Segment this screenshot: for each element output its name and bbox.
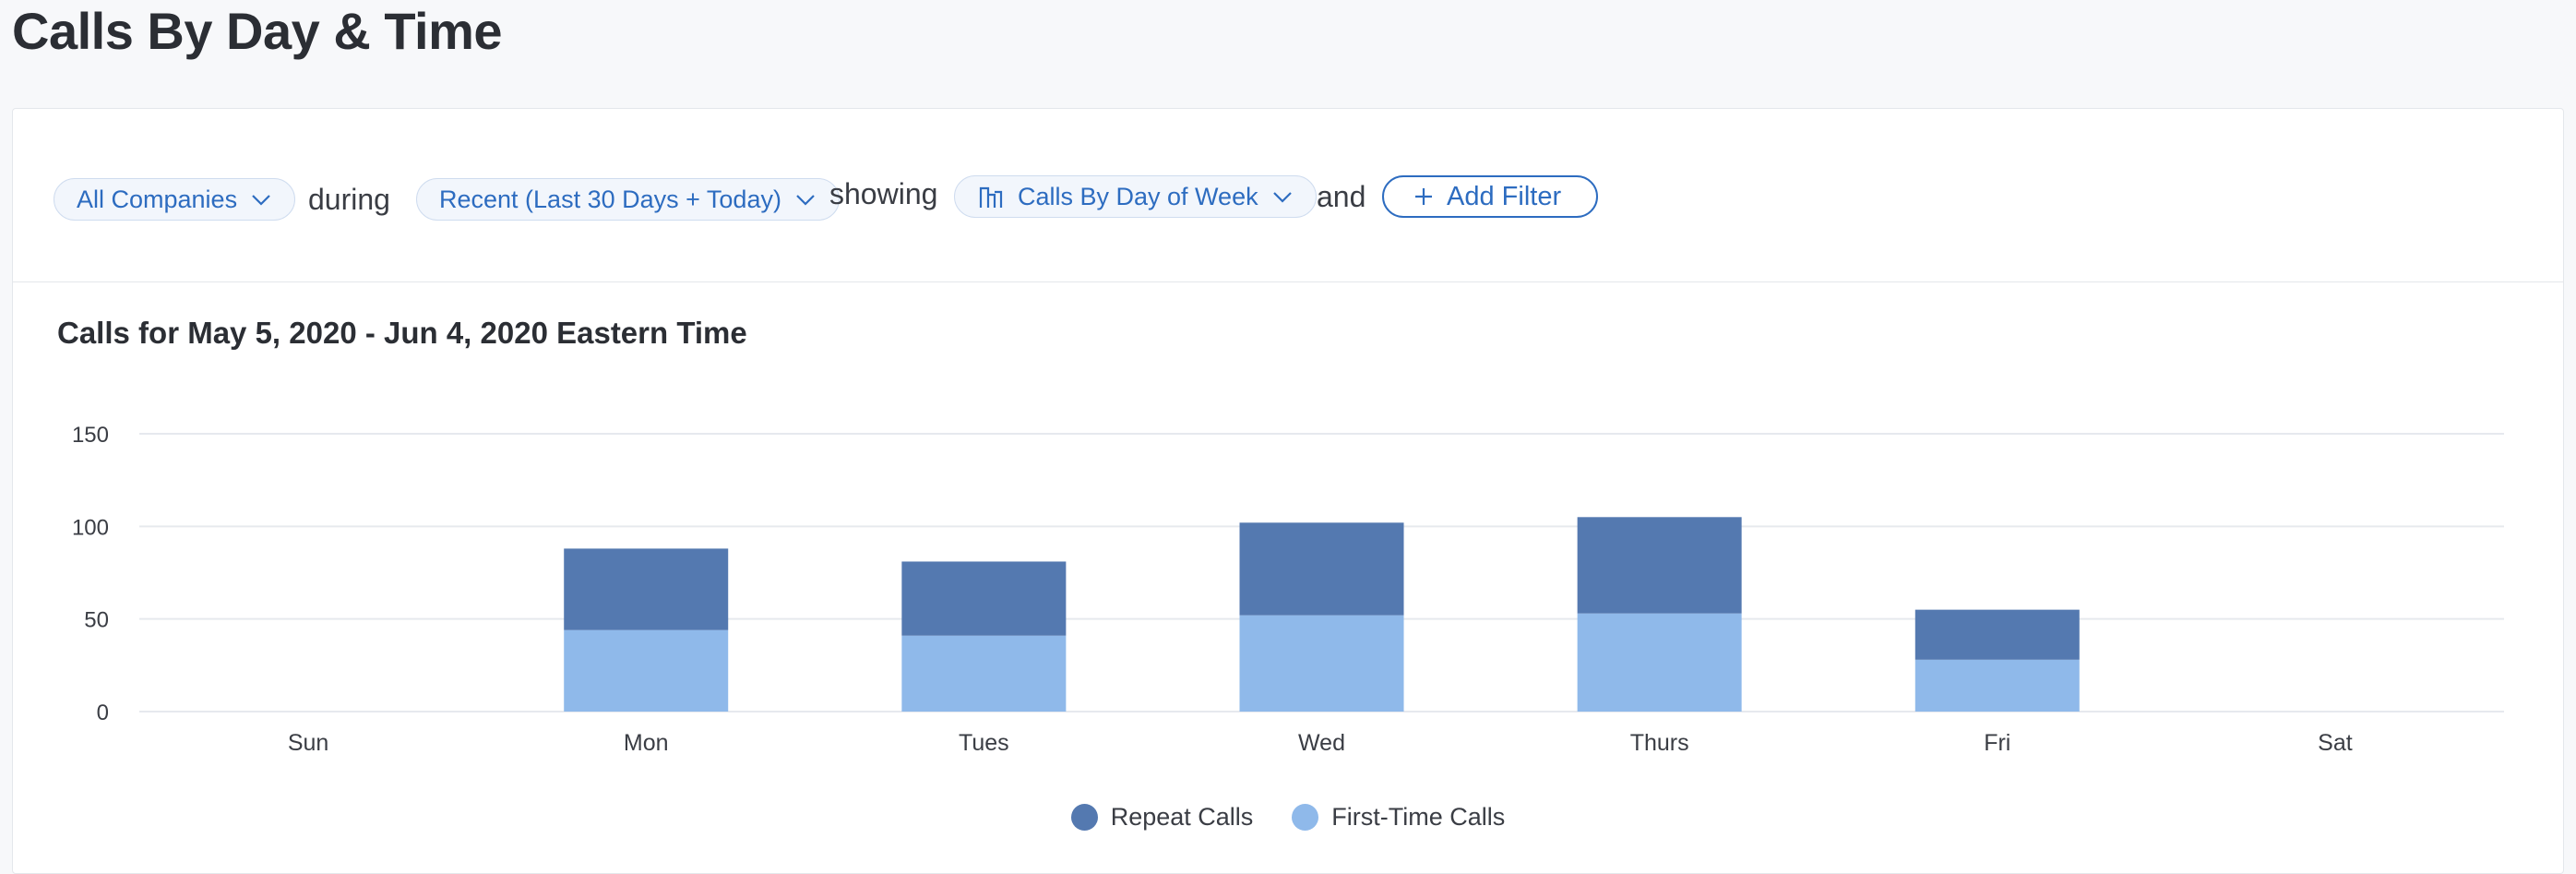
x-tick-label: Tues xyxy=(959,730,1009,756)
legend-label-first-time: First-Time Calls xyxy=(1331,803,1506,831)
calls-bar-chart: 0 50 100 150 Sun Mon Tues Wed Thurs Fri Sat xyxy=(72,423,2504,756)
bar-repeat-calls-fri xyxy=(1914,609,2080,660)
and-connector: and xyxy=(1317,180,1366,213)
x-tick-label: Wed xyxy=(1298,730,1345,756)
company-filter-dropdown[interactable]: All Companies xyxy=(54,178,296,221)
bar-first-time-calls-mon xyxy=(564,629,729,712)
y-tick-label: 0 xyxy=(97,700,109,725)
filter-bar: All Companies during Recent (Last 30 Day… xyxy=(13,109,2563,282)
showing-connector: showing xyxy=(829,177,938,210)
bar-first-time-calls-fri xyxy=(1914,659,2080,712)
x-tick-label: Thurs xyxy=(1630,730,1689,756)
page-title: Calls By Day & Time xyxy=(12,2,503,60)
bar-repeat-calls-wed xyxy=(1239,522,1404,616)
bar-first-time-calls-wed xyxy=(1239,615,1404,712)
x-tick-label: Sun xyxy=(288,730,328,756)
legend-item-repeat[interactable]: Repeat Calls xyxy=(1070,803,1254,832)
date-range-dropdown[interactable]: Recent (Last 30 Days + Today) xyxy=(416,178,840,221)
legend-swatch-repeat xyxy=(1070,804,1098,831)
bar-chart-icon xyxy=(977,184,1005,210)
plus-icon xyxy=(1413,186,1434,207)
legend-swatch-first-time xyxy=(1292,804,1319,831)
y-tick-label: 100 xyxy=(72,515,109,540)
bar-first-time-calls-tues xyxy=(901,635,1067,712)
chevron-down-icon xyxy=(794,188,817,210)
company-filter-label: All Companies xyxy=(77,185,238,213)
x-tick-label: Fri xyxy=(1984,730,2010,756)
y-tick-label: 50 xyxy=(84,608,109,633)
add-filter-label: Add Filter xyxy=(1447,181,1562,211)
chart-legend: Repeat Calls First-Time Calls xyxy=(13,803,2563,832)
add-filter-button[interactable]: Add Filter xyxy=(1382,175,1599,218)
view-type-dropdown[interactable]: Calls By Day of Week xyxy=(954,175,1317,218)
x-tick-label: Sat xyxy=(2318,730,2353,756)
chevron-down-icon xyxy=(1271,186,1294,208)
view-type-label: Calls By Day of Week xyxy=(1018,182,1258,210)
bar-repeat-calls-mon xyxy=(564,548,729,630)
bar-first-time-calls-thurs xyxy=(1577,613,1742,712)
bar-repeat-calls-tues xyxy=(901,561,1067,636)
legend-item-first-time[interactable]: First-Time Calls xyxy=(1292,803,1505,832)
date-range-label: Recent (Last 30 Days + Today) xyxy=(439,185,781,213)
bar-repeat-calls-thurs xyxy=(1577,517,1742,614)
chevron-down-icon xyxy=(250,188,272,210)
chart-title: Calls for May 5, 2020 - Jun 4, 2020 East… xyxy=(57,316,747,350)
y-tick-label: 150 xyxy=(72,423,109,448)
x-tick-label: Mon xyxy=(624,730,669,756)
during-connector: during xyxy=(308,183,390,216)
report-card: All Companies during Recent (Last 30 Day… xyxy=(12,108,2564,874)
legend-label-repeat: Repeat Calls xyxy=(1110,803,1254,831)
